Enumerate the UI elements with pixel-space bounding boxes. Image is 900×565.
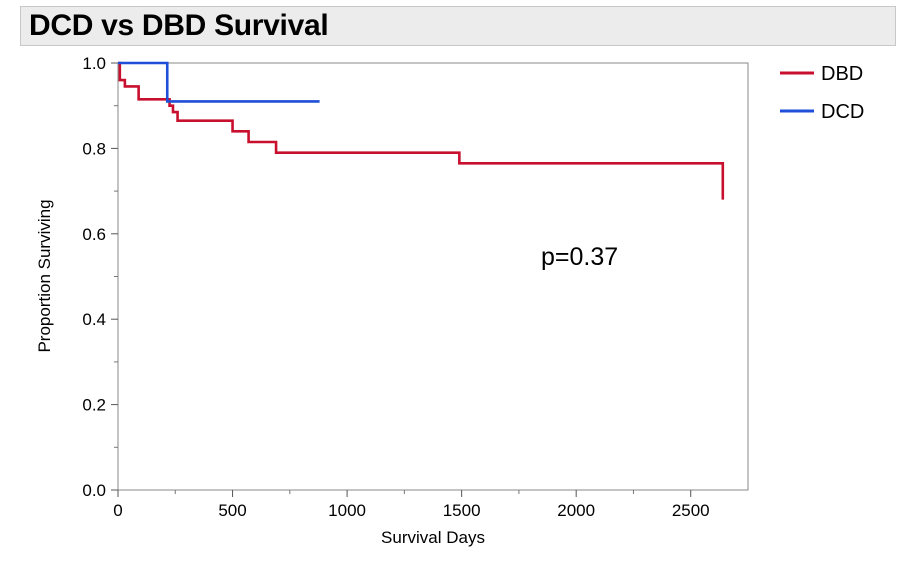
chart-title: DCD vs DBD Survival [29, 9, 329, 42]
y-tick-label: 0.0 [82, 481, 106, 500]
chart-title-bar: DCD vs DBD Survival [20, 6, 896, 46]
x-tick-label: 500 [218, 501, 246, 520]
series-line-dbd [118, 61, 725, 200]
y-axis-label: Proportion Surviving [35, 199, 54, 352]
x-tick-label: 0 [113, 501, 122, 520]
series-group [118, 61, 725, 200]
legend-group: DBD DCD [780, 63, 864, 123]
x-axis-label: Survival Days [381, 528, 485, 547]
plot-frame-group [117, 62, 749, 491]
y-tick-label: 1.0 [82, 54, 106, 73]
y-tick-label: 0.4 [82, 310, 106, 329]
y-tick-label: 0.6 [82, 225, 106, 244]
y-tick-label: 0.2 [82, 396, 106, 415]
x-tick-label: 2000 [557, 501, 595, 520]
x-tick-label: 1500 [443, 501, 481, 520]
y-axis-group: 0.0 0.2 0.4 0.6 0.8 1.0 [82, 54, 118, 500]
x-tick-label: 1000 [328, 501, 366, 520]
x-axis-group: 0 500 1000 1500 2000 2500 [113, 490, 710, 520]
legend-label-dcd: DCD [821, 101, 864, 123]
p-value-annotation: p=0.37 [541, 243, 618, 271]
legend-label-dbd: DBD [821, 63, 863, 85]
series-line-dcd [118, 61, 320, 103]
x-tick-label: 2500 [672, 501, 710, 520]
plot-frame [117, 62, 749, 491]
y-tick-label: 0.8 [82, 139, 106, 158]
